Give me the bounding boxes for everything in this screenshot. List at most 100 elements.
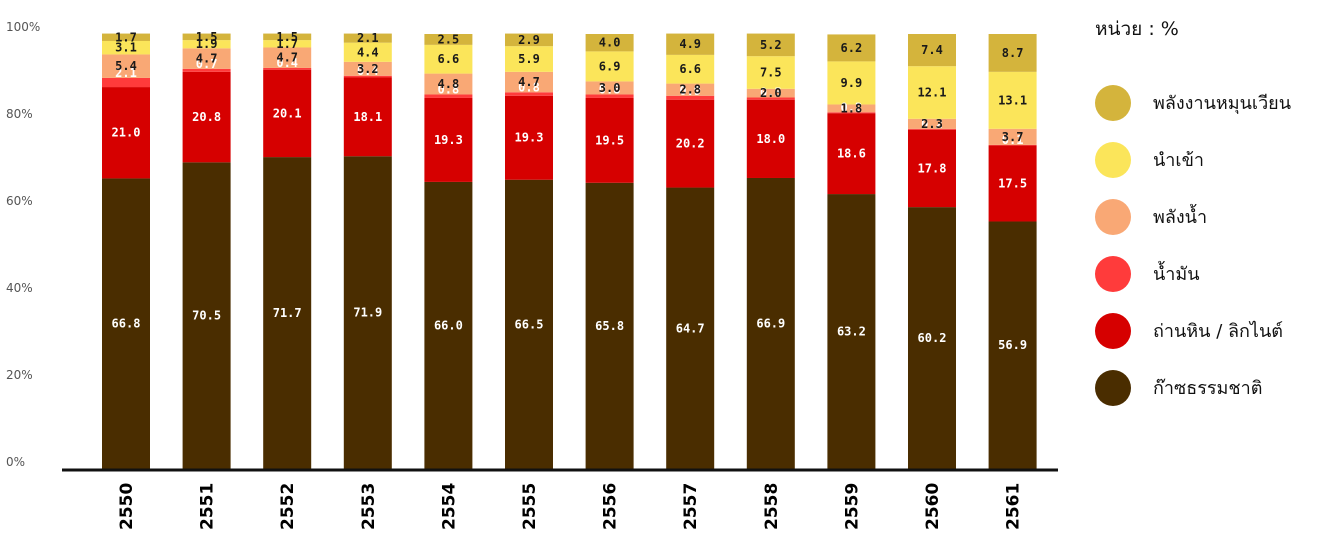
bar-segment	[827, 61, 876, 105]
bar-segment	[585, 97, 634, 183]
data-label: 5.4	[115, 59, 137, 73]
bar-segment	[585, 34, 634, 52]
bar-segment	[505, 71, 553, 93]
data-label: 0.4	[357, 64, 379, 78]
data-label: 2.0	[760, 86, 782, 100]
bar-segment	[908, 207, 956, 469]
data-label: 2.3	[921, 117, 943, 131]
bar-segment	[343, 77, 392, 157]
data-label: 64.7	[676, 321, 705, 335]
legend-item-hydro: พลังน้ำ	[1095, 188, 1325, 245]
data-label: 4.4	[357, 45, 379, 59]
x-tick-label: 2559	[842, 483, 862, 530]
bar-segment	[424, 44, 473, 74]
bar-segment	[263, 40, 312, 48]
value-labels: 66.821.02.15.43.11.770.520.80.74.71.91.5…	[112, 30, 1028, 352]
legend-label-import: นำเข้า	[1153, 150, 1204, 171]
data-label: 18.0	[756, 132, 785, 146]
bar-segment	[343, 42, 392, 62]
x-tick-label: 2550	[117, 483, 137, 530]
x-tick-label: 2561	[1004, 483, 1024, 530]
data-label: 66.8	[112, 317, 141, 331]
bar-segment	[666, 99, 715, 188]
bar-segment	[666, 83, 715, 96]
data-label: 65.8	[595, 319, 624, 333]
data-label: 19.5	[595, 133, 624, 147]
data-label: 2.1	[357, 31, 379, 45]
legend-item-import: นำเข้า	[1095, 131, 1325, 188]
bar-segment	[263, 33, 312, 41]
data-label: 19.3	[434, 133, 463, 147]
legend-item-oil: น้ำมัน	[1095, 245, 1325, 302]
legend: หน่วย : % พลังงานหมุนเวียน นำเข้า พลังน้…	[1095, 14, 1325, 416]
bar-segment	[827, 104, 876, 113]
bar-segment	[102, 87, 150, 179]
x-tick-label: 2556	[601, 483, 621, 530]
bars	[102, 33, 1037, 470]
data-label: 9.9	[841, 76, 863, 90]
data-label: 60.2	[918, 331, 947, 345]
bar-segment	[666, 54, 715, 84]
data-label: 7.4	[921, 43, 943, 57]
y-tick-label: 60%	[6, 194, 33, 208]
data-label: 4.7	[518, 75, 540, 89]
bar-segment	[343, 61, 392, 76]
data-label: 20.2	[676, 137, 705, 151]
legend-item-natural-gas: ก๊าซธรรมชาติ	[1095, 359, 1325, 416]
bar-segment	[102, 33, 150, 41]
data-label: 66.5	[515, 317, 544, 331]
bar-segment	[827, 113, 876, 195]
bar-segment	[505, 95, 553, 180]
bar-segment	[746, 33, 795, 57]
data-label: 17.8	[918, 161, 947, 175]
data-label: 4.0	[599, 36, 621, 50]
y-tick-label: 20%	[6, 368, 33, 382]
bar-segment	[908, 128, 956, 130]
data-label: 6.6	[679, 62, 701, 76]
data-label: 20.8	[192, 110, 221, 124]
legend-item-coal: ถ่านหิน / ลิกไนต์	[1095, 302, 1325, 359]
data-label: 3.1	[115, 41, 137, 55]
data-label: 2.9	[518, 33, 540, 47]
data-label: 0.7	[196, 57, 218, 71]
bar-segment	[182, 33, 231, 41]
bar-segment	[746, 88, 795, 98]
x-tick-label: 2560	[923, 483, 943, 530]
data-label: 0.9	[679, 84, 701, 98]
data-label: 13.1	[998, 93, 1027, 107]
data-label: 0.1	[1002, 133, 1024, 147]
legend-label-natural-gas: ก๊าซธรรมชาติ	[1153, 378, 1263, 399]
data-label: 19.3	[515, 131, 544, 145]
data-label: 66.9	[756, 316, 785, 330]
bar-segment	[182, 68, 231, 72]
bar-segment	[102, 54, 150, 78]
data-label: 1.7	[276, 37, 298, 51]
data-label: 12.1	[918, 86, 947, 100]
data-label: 5.2	[760, 38, 782, 52]
bar-segment	[343, 33, 392, 43]
data-label: 0.5	[760, 86, 782, 100]
bar-segment	[102, 77, 150, 88]
x-tick-label: 2555	[520, 483, 540, 530]
stacked-bar-chart: 0%20%40%60%80%100% 66.821.02.15.43.11.77…	[6, 20, 1058, 530]
unit-label: หน่วย : %	[1095, 18, 1179, 40]
bar-segment	[424, 181, 473, 469]
data-label: 70.5	[192, 309, 221, 323]
bar-segment	[182, 48, 231, 69]
data-label: 3.7	[1002, 130, 1024, 144]
data-label: 6.2	[841, 41, 863, 55]
x-tick-label: 2557	[681, 483, 701, 530]
bar-segment	[505, 92, 553, 96]
legend-item-renewable: พลังงานหมุนเวียน	[1095, 74, 1325, 131]
legend-swatch-import	[1095, 141, 1131, 178]
data-label: 4.9	[679, 37, 701, 51]
bar-segment	[827, 194, 876, 469]
bar-segment	[827, 34, 876, 62]
bar-segment	[505, 179, 553, 469]
x-tick-label: 2558	[762, 483, 782, 530]
bar-segment	[746, 56, 795, 89]
data-label: 8.7	[1002, 46, 1024, 60]
data-label: 1.5	[276, 30, 298, 44]
bar-segment	[102, 40, 150, 55]
data-label: 0.2	[841, 100, 863, 114]
